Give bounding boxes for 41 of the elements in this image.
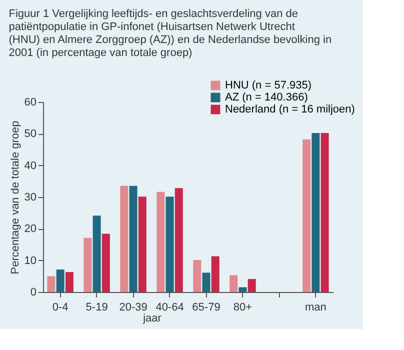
- bar: [92, 216, 101, 292]
- bar: [312, 133, 320, 292]
- y-axis-title: Percentage van de totale groep: [9, 120, 22, 274]
- y-tick-label: 0: [30, 286, 36, 298]
- bar: [211, 256, 220, 292]
- bar: [238, 287, 247, 292]
- bar: [47, 276, 56, 292]
- x-tick-label: 40-64: [156, 302, 184, 314]
- bar: [166, 196, 174, 292]
- bar: [102, 234, 110, 292]
- bar: [65, 272, 74, 292]
- x-tick-label: 20-39: [119, 302, 148, 314]
- legend-label: AZ (n = 140.366): [225, 92, 308, 104]
- bar: [248, 279, 256, 292]
- x-tick-label: 65-79: [192, 302, 220, 314]
- bar: [156, 192, 165, 292]
- bar: [84, 238, 92, 292]
- x-tick-label: 5-19: [86, 302, 108, 314]
- bar: [129, 186, 138, 292]
- bar: [174, 188, 183, 292]
- y-tick-label: 10: [24, 254, 36, 267]
- x-axis-title: jaar: [142, 312, 162, 324]
- bar: [56, 270, 64, 292]
- legend-label: HNU (n = 57.935): [225, 80, 312, 92]
- y-tick-label: 40: [24, 160, 36, 172]
- bar: [138, 196, 146, 292]
- bar: [230, 275, 238, 292]
- y-tick-label: 30: [24, 192, 36, 204]
- bar: [302, 139, 311, 292]
- bar: [202, 272, 210, 292]
- x-tick-label: man: [304, 302, 326, 314]
- chart-title: Figuur 1 Vergelijking leeftijds- en geslachtsverdeling van de patiëntpopulatie in GP-infonet (Huisartsen Netwerk Utrecht (HNU) en Almere Zorggroep (AZ)) en de Nederlandse bevolking in 2001 (in percentage van totale groep): [8, 8, 332, 59]
- y-tick-label: 50: [24, 128, 36, 140]
- x-tick-label: 80+: [233, 302, 252, 314]
- bar: [193, 260, 202, 292]
- bar: [320, 133, 329, 292]
- bar: [120, 186, 128, 292]
- y-tick-label: 60: [24, 96, 36, 108]
- y-tick-label: 20: [24, 223, 36, 236]
- legend-label: Nederland (n = 16 miljoen): [225, 104, 355, 116]
- x-tick-label: 0-4: [52, 302, 68, 314]
